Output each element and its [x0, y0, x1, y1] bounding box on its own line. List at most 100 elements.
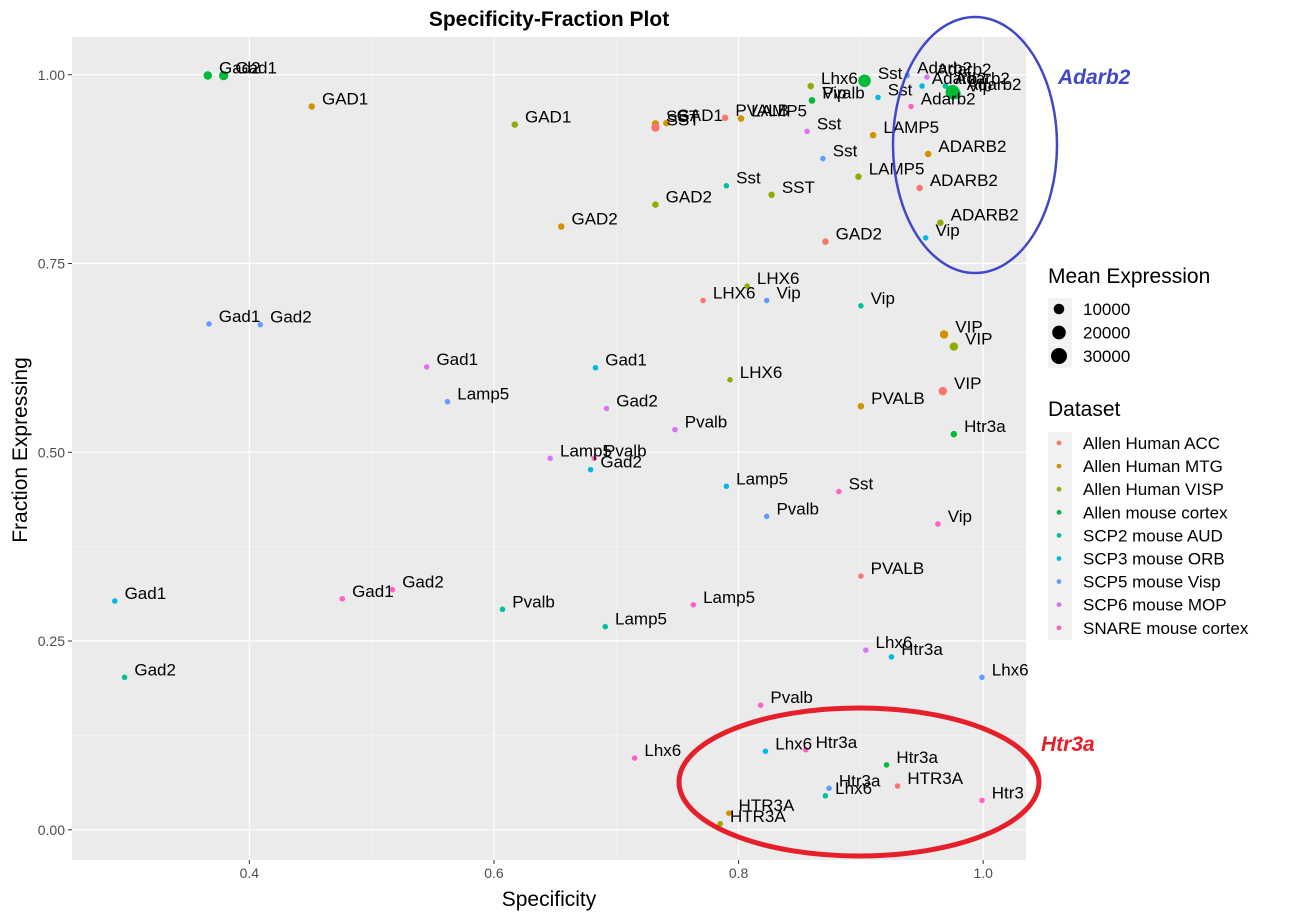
data-point-label: Lhx6 — [835, 779, 872, 798]
data-point-label: ADARB2 — [930, 171, 998, 190]
chart-title: Specificity-Fraction Plot — [429, 8, 669, 31]
data-point — [807, 82, 814, 90]
data-point — [857, 402, 865, 410]
data-point-label: Htr3a — [896, 748, 938, 767]
data-point-label: PVALB — [735, 101, 789, 120]
data-point-label: Lamp5 — [615, 610, 667, 629]
data-point-label: PVALB — [871, 559, 925, 578]
data-point — [700, 297, 706, 304]
htr3a-annotation: Htr3a — [1041, 733, 1095, 756]
color-legend-title: Dataset — [1048, 398, 1121, 421]
data-point — [938, 386, 948, 396]
data-point — [723, 483, 730, 490]
data-point — [763, 513, 770, 520]
data-point — [557, 223, 565, 230]
data-point-label: Lamp5 — [560, 441, 612, 460]
data-point — [820, 155, 826, 162]
data-point — [979, 797, 985, 804]
data-point-label: Htr3a — [901, 640, 943, 659]
y-tick-label: 0.75 — [38, 256, 65, 272]
data-point — [822, 793, 829, 799]
color-legend-label: SNARE mouse cortex — [1083, 619, 1249, 638]
data-point-label: Htr3a — [816, 733, 858, 752]
x-tick-label: 1.0 — [973, 865, 993, 881]
data-point-label: Lhx6 — [876, 633, 913, 652]
data-point-label: Gad2 — [219, 59, 261, 78]
color-legend-label: Allen Human MTG — [1083, 457, 1223, 476]
data-point-label: HTR3A — [730, 807, 786, 826]
axis-ticks: 0.4 0.6 0.8 1.0 0.00 0.25 0.50 0.75 1.00 — [38, 67, 993, 881]
data-point-label: Lhx6 — [821, 69, 858, 88]
data-point — [949, 342, 959, 351]
data-point-label: LHX6 — [713, 284, 756, 303]
y-tick-label: 0.25 — [38, 633, 65, 649]
data-point — [804, 128, 810, 135]
data-point-label: Gad1 — [352, 582, 394, 601]
data-point-label: Sst — [817, 114, 842, 133]
data-point — [768, 191, 775, 199]
data-point — [939, 330, 949, 339]
y-axis-title: Fraction Expressing — [9, 357, 32, 543]
data-point — [908, 103, 914, 110]
data-point-label: GAD2 — [836, 225, 882, 244]
data-point — [663, 119, 670, 127]
data-point — [949, 87, 961, 100]
data-point-label: GAD1 — [677, 106, 723, 125]
data-point-label: LAMP5 — [751, 102, 807, 121]
data-point-label: ADARB2 — [951, 206, 1019, 225]
color-legend: Dataset Allen Human ACC Allen Human MTG Al… — [1048, 398, 1249, 640]
data-point — [875, 94, 881, 101]
data-point — [888, 654, 895, 660]
y-tick-label: 1.00 — [38, 67, 65, 83]
color-legend-label: Allen Human VISP — [1083, 480, 1224, 499]
color-legend-swatch — [1056, 625, 1062, 631]
size-legend-label: 30000 — [1083, 347, 1130, 366]
data-point-label: Gad2 — [616, 391, 658, 410]
data-point-label: Pvalb — [685, 413, 728, 432]
data-point-label: Vip — [948, 507, 972, 526]
data-point — [112, 598, 118, 604]
data-point-label: GAD1 — [322, 89, 368, 108]
data-point-label: Gad1 — [436, 350, 478, 369]
data-point — [423, 364, 430, 370]
data-point — [869, 131, 877, 139]
data-point — [937, 219, 944, 226]
data-point — [883, 762, 890, 768]
data-point — [855, 173, 862, 180]
data-point-label: Vip — [871, 289, 895, 308]
data-point — [726, 810, 732, 816]
size-legend-label: 20000 — [1083, 324, 1130, 343]
data-point-label: Vip — [822, 83, 846, 102]
plot-panel — [72, 37, 1026, 860]
data-point-label: Pvalb — [512, 592, 555, 611]
data-point-label: Lhx6 — [644, 741, 681, 760]
x-tick-label: 0.4 — [240, 865, 260, 881]
data-point-label: GAD2 — [666, 188, 712, 207]
data-point-label: SST — [782, 178, 815, 197]
y-tick-label: 0.50 — [38, 444, 65, 460]
color-legend-swatch — [1056, 440, 1062, 446]
data-point — [942, 83, 949, 89]
data-point — [592, 364, 599, 371]
data-point — [763, 297, 770, 304]
color-legend-swatch — [1056, 579, 1062, 584]
data-points — [112, 70, 985, 827]
data-point-label: LAMP5 — [869, 160, 925, 179]
color-legend-label: SCP6 mouse MOP — [1083, 596, 1227, 615]
y-tick-label: 0.00 — [38, 822, 65, 838]
data-point-label: Gad1 — [235, 59, 277, 78]
data-point-label: Vip — [968, 77, 992, 96]
data-point-label: SST — [667, 111, 700, 130]
data-point-label: VIP — [955, 317, 982, 336]
data-point-label: Lhx6 — [775, 734, 812, 753]
data-point — [591, 455, 598, 462]
size-legend-swatch — [1051, 348, 1067, 364]
data-point — [935, 521, 941, 527]
data-point — [762, 748, 769, 755]
data-point-label: Lamp5 — [703, 588, 755, 607]
data-point — [858, 303, 864, 309]
data-point-label: Pvalb — [822, 83, 865, 102]
color-legend-label: SCP5 mouse Visp — [1083, 573, 1221, 592]
data-point-label: LHX6 — [740, 363, 783, 382]
